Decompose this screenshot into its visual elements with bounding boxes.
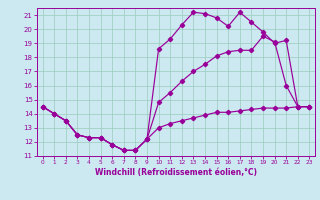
X-axis label: Windchill (Refroidissement éolien,°C): Windchill (Refroidissement éolien,°C) — [95, 168, 257, 177]
